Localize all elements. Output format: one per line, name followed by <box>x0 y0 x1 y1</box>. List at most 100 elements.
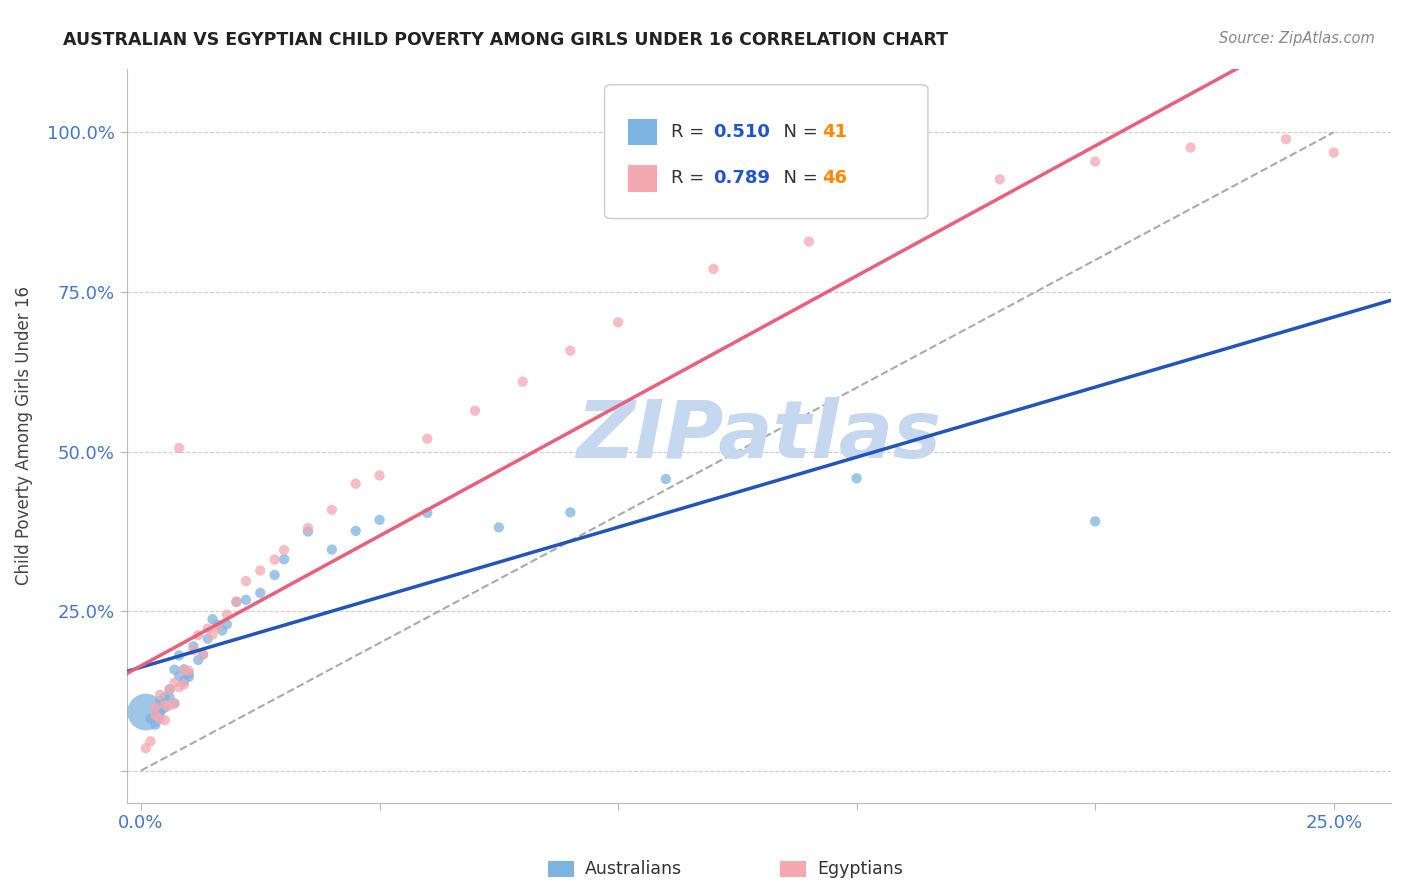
Point <box>153 690 176 704</box>
Point <box>177 670 200 684</box>
Point <box>167 648 190 663</box>
Point <box>143 700 166 714</box>
Point <box>135 705 157 719</box>
Point <box>173 663 195 677</box>
Point <box>1323 145 1346 160</box>
Point <box>211 624 233 638</box>
Point <box>368 468 391 483</box>
Point <box>1084 514 1107 528</box>
Point <box>163 696 186 710</box>
Point <box>149 694 172 708</box>
Text: 41: 41 <box>823 123 848 141</box>
Point <box>163 697 186 711</box>
Point <box>197 632 219 646</box>
Point <box>488 520 510 534</box>
Point <box>159 690 181 705</box>
Point <box>235 592 257 607</box>
Point <box>159 683 181 698</box>
Point <box>135 741 157 756</box>
Point <box>191 648 214 662</box>
Text: Egyptians: Egyptians <box>817 860 903 878</box>
Point <box>207 620 229 634</box>
Point <box>416 506 439 520</box>
Point <box>560 505 582 519</box>
Point <box>167 669 190 683</box>
Point <box>607 315 630 329</box>
Point <box>215 607 238 622</box>
Point <box>225 595 247 609</box>
Point <box>368 513 391 527</box>
Point <box>159 698 181 713</box>
Point <box>249 564 271 578</box>
Point <box>197 622 219 636</box>
Point <box>173 673 195 688</box>
Point <box>163 663 186 677</box>
Point <box>139 734 162 748</box>
Point <box>512 375 534 389</box>
Point <box>797 235 820 249</box>
Text: R =: R = <box>671 123 710 141</box>
Point <box>464 404 486 418</box>
Point <box>1180 140 1202 154</box>
Text: N =: N = <box>772 169 824 187</box>
Point <box>560 343 582 358</box>
Text: 0.789: 0.789 <box>713 169 770 187</box>
Y-axis label: Child Poverty Among Girls Under 16: Child Poverty Among Girls Under 16 <box>15 286 32 585</box>
Point <box>183 643 205 657</box>
Text: R =: R = <box>671 169 710 187</box>
Point <box>1275 132 1298 146</box>
Point <box>149 688 172 702</box>
Point <box>1084 154 1107 169</box>
Point <box>167 441 190 455</box>
Point <box>143 717 166 731</box>
Point <box>655 472 678 486</box>
Point <box>163 676 186 690</box>
Point <box>149 712 172 726</box>
Point <box>187 653 209 667</box>
Point <box>177 666 200 681</box>
Point <box>187 628 209 642</box>
Text: 46: 46 <box>823 169 848 187</box>
Point <box>893 186 915 201</box>
Point <box>153 700 176 714</box>
Point <box>167 680 190 694</box>
Point <box>153 713 176 727</box>
Point <box>201 627 224 641</box>
Point <box>201 612 224 626</box>
Point <box>263 568 285 582</box>
Point <box>297 521 319 535</box>
Point <box>173 662 195 676</box>
Point <box>988 172 1011 186</box>
Text: 0.510: 0.510 <box>713 123 769 141</box>
Point <box>143 708 166 723</box>
Point <box>416 432 439 446</box>
Point <box>173 677 195 691</box>
Point <box>159 682 181 697</box>
Point <box>273 543 295 558</box>
Point <box>149 706 172 720</box>
Point <box>235 574 257 588</box>
Point <box>263 552 285 566</box>
Point <box>297 524 319 539</box>
Point <box>143 708 166 723</box>
Point <box>153 698 176 712</box>
Point <box>273 552 295 566</box>
Point <box>225 594 247 608</box>
Point <box>177 664 200 678</box>
Text: Australians: Australians <box>585 860 682 878</box>
Point <box>191 648 214 662</box>
Point <box>845 471 868 485</box>
Point <box>344 524 367 538</box>
Text: N =: N = <box>772 123 824 141</box>
Point <box>249 586 271 600</box>
Point <box>344 476 367 491</box>
Text: AUSTRALIAN VS EGYPTIAN CHILD POVERTY AMONG GIRLS UNDER 16 CORRELATION CHART: AUSTRALIAN VS EGYPTIAN CHILD POVERTY AMO… <box>63 31 948 49</box>
Point <box>321 502 343 516</box>
Point <box>321 542 343 557</box>
Point <box>139 712 162 726</box>
Point <box>215 617 238 632</box>
Text: ZIPatlas: ZIPatlas <box>576 397 942 475</box>
Point <box>183 640 205 654</box>
Point <box>207 617 229 632</box>
Text: Source: ZipAtlas.com: Source: ZipAtlas.com <box>1219 31 1375 46</box>
